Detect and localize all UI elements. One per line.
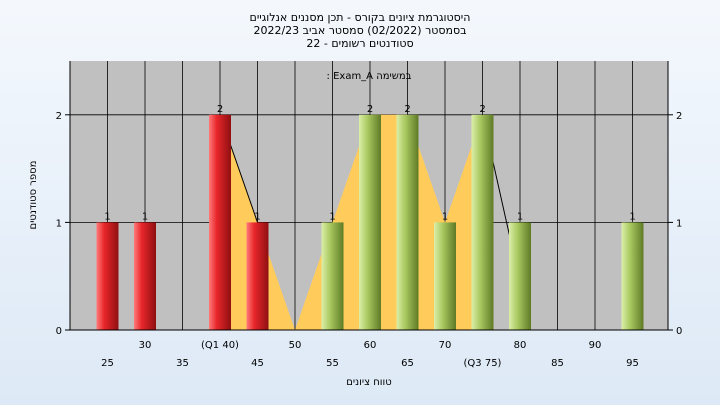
bar [209,114,231,330]
bar-value-label: 1 [629,211,635,222]
y-tick-label-left: 2 [56,111,62,122]
x-tick-label: 35 [176,358,189,369]
x-tick-label: 80 [514,340,527,351]
x-tick-label: 25 [101,358,114,369]
bar-value-label: 2 [367,104,373,115]
title-line-2: בסמסטר (02/2022) סמסטר אביב 2022/23 [253,24,466,37]
y-tick-label-right: 2 [676,111,682,122]
bar [246,222,269,330]
bar-value-label: 1 [254,211,260,222]
x-tick-label: 90 [589,340,602,351]
x-tick-label: 65 [401,358,414,369]
y-tick-labels-left: 0 1 2 [56,111,70,337]
x-tick-label: 50 [289,340,302,351]
title-line-3: סטודנטים רשומים - 22 [306,37,413,50]
bar-value-label: 2 [479,104,485,115]
bars [96,114,644,330]
bar-value-label: 2 [404,104,410,115]
bar-value-label: 1 [517,211,523,222]
x-tick-labels: 25 30 35 (Q1 40) 45 50 55 60 65 70 (Q3 75) 80 85 90 95 [101,340,639,369]
bar-value-label: 1 [142,211,148,222]
x-tick-label: 30 [139,340,152,351]
y-tick-label-right: 0 [676,326,682,337]
x-axis-title: טווח ציונים [346,377,391,388]
y-tick-label-left: 0 [56,326,62,337]
title-line-1: היסטוגרמת ציונים בקורס - תכן מסננים אנלו… [250,11,471,24]
x-tick-label: 85 [551,358,564,369]
x-tick-label: 95 [626,358,639,369]
bar-value-label: 1 [104,211,110,222]
bar [96,222,119,330]
bar-value-label: 1 [442,211,448,222]
bar [359,114,381,330]
bar [321,222,344,330]
bar-value-label: 1 [329,211,335,222]
bar-value-label: 2 [217,104,223,115]
x-tick-label: (Q3 75) [464,358,502,369]
bar [396,114,419,330]
bar [621,222,644,330]
x-tick-label: 60 [364,340,377,351]
y-tick-labels-right: 0 1 2 [668,111,682,337]
value-labels: 1 1 2 1 1 2 2 1 2 1 1 [104,104,635,223]
exam-annotation: : Exam_A במשימה [327,71,412,82]
interquartile-area [208,114,494,330]
bar [471,114,494,330]
x-tick-label: 70 [439,340,452,351]
x-tick-label: 55 [326,358,339,369]
x-tick-label: (Q1 40) [201,340,239,351]
y-tick-label-left: 1 [56,218,62,229]
bar [434,222,456,330]
bar [509,222,531,330]
chart-title: היסטוגרמת ציונים בקורס - תכן מסננים אנלו… [250,11,471,50]
x-tick-label: 45 [251,358,264,369]
y-tick-label-right: 1 [676,218,682,229]
y-axis-title: מספר סטודנטים [28,161,39,230]
bar [134,222,156,330]
